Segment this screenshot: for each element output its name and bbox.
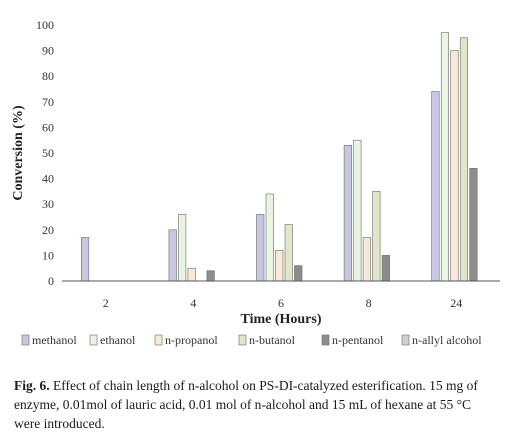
y-axis-title: Conversion (%) xyxy=(11,105,26,201)
x-tick-label: 8 xyxy=(366,296,372,310)
bar-ethanol-24h xyxy=(440,32,450,282)
legend-label: n-butanol xyxy=(249,333,296,347)
x-tick-label: 24 xyxy=(450,296,462,310)
legend-item-ethanol: ethanol xyxy=(89,333,136,347)
bar-n-butanol-8h xyxy=(372,191,381,282)
legend-label: n-allyl alcohol xyxy=(412,333,482,347)
bar-n-pentanol-8h xyxy=(381,255,390,282)
bar-methanol-4h xyxy=(168,229,177,282)
legend-label: ethanol xyxy=(100,333,136,347)
bar-n-pentanol-4h xyxy=(206,270,215,282)
bar-n-butanol-6h xyxy=(284,224,293,282)
y-tick-label: 10 xyxy=(42,248,54,262)
y-tick-label: 30 xyxy=(42,197,54,211)
legend-swatch xyxy=(401,334,410,346)
y-axis-ticks: 0 10 20 30 40 50 60 70 80 90 100 xyxy=(36,18,54,288)
legend-item-n-butanol: n-butanol xyxy=(238,333,296,347)
x-tick-label: 4 xyxy=(190,296,196,310)
bar-n-propanol-8h xyxy=(362,237,371,282)
legend-swatch xyxy=(321,334,330,346)
bar-n-pentanol-6h xyxy=(294,265,303,282)
bar-n-propanol-24h xyxy=(450,50,459,282)
bars xyxy=(81,32,478,282)
bar-ethanol-8h xyxy=(353,139,362,282)
legend-label: n-propanol xyxy=(165,333,218,347)
y-tick-label: 90 xyxy=(42,44,54,58)
y-tick-label: 80 xyxy=(42,69,54,83)
x-axis-title: Time (Hours) xyxy=(240,312,321,327)
y-tick-label: 100 xyxy=(36,18,54,32)
figure-caption: Fig. 6. Effect of chain length of n-alco… xyxy=(14,376,496,433)
bar-ethanol-6h xyxy=(265,193,274,282)
x-tick-label: 2 xyxy=(103,296,109,310)
legend: methanol ethanol n-propanol n-butanol n-pent… xyxy=(21,333,482,347)
legend-swatch xyxy=(154,334,163,346)
legend-item-n-propanol: n-propanol xyxy=(154,333,218,347)
bar-n-pentanol-24h xyxy=(469,168,478,282)
legend-swatch xyxy=(238,334,247,346)
y-tick-label: 70 xyxy=(42,95,54,109)
x-tick-label: 6 xyxy=(278,296,284,310)
legend-label: methanol xyxy=(32,333,77,347)
y-tick-label: 40 xyxy=(42,172,54,186)
legend-swatch xyxy=(21,334,30,346)
legend-swatch xyxy=(89,334,98,346)
bar-ethanol-4h xyxy=(178,214,187,282)
caption-label: Fig. 6. xyxy=(14,378,50,393)
y-tick-label: 20 xyxy=(42,223,54,237)
y-tick-label: 0 xyxy=(48,274,54,288)
caption-text: Effect of chain length of n-alcohol on P… xyxy=(14,378,478,431)
legend-item-methanol: methanol xyxy=(21,333,77,347)
y-tick-label: 60 xyxy=(42,120,54,134)
bar-methanol-6h xyxy=(256,214,265,282)
bar-n-propanol-4h xyxy=(187,267,196,282)
bar-methanol-8h xyxy=(343,145,352,282)
legend-item-n-allyl-alcohol: n-allyl alcohol xyxy=(401,333,482,347)
bar-methanol-2h xyxy=(81,237,90,282)
bar-methanol-24h xyxy=(431,91,440,282)
bar-n-butanol-24h xyxy=(459,37,469,282)
x-axis-ticks: 2 4 6 8 24 xyxy=(103,296,462,310)
legend-item-n-pentanol: n-pentanol xyxy=(321,333,384,347)
bar-n-propanol-6h xyxy=(275,249,284,282)
legend-label: n-pentanol xyxy=(332,333,384,347)
y-tick-label: 50 xyxy=(42,146,54,160)
